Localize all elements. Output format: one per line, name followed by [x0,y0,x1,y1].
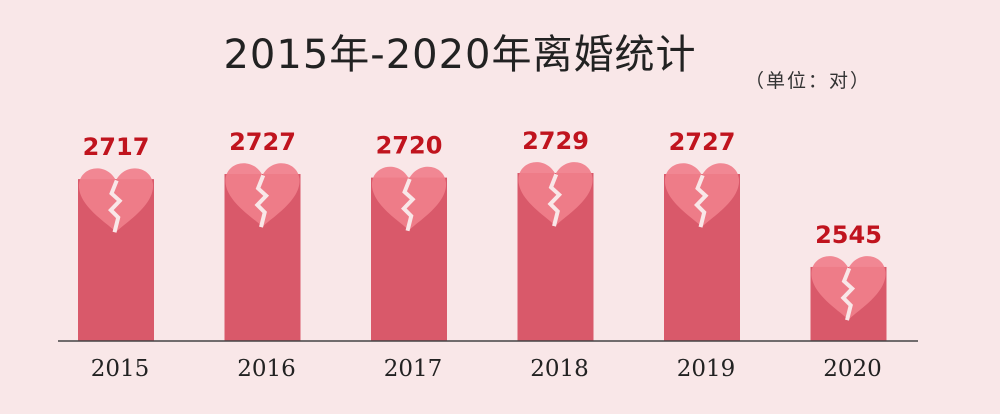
bar-group: 2729 2018 [517,127,594,382]
heart-crack-line [547,173,563,227]
broken-heart-icon [518,162,593,227]
x-tick-label: 2020 [823,356,882,382]
x-tick-label: 2016 [237,356,296,382]
value-label: 2727 [669,128,736,156]
broken-heart-icon [811,256,886,321]
x-tick-label: 2017 [384,356,443,382]
value-label: 2545 [815,221,882,249]
broken-heart-icon [225,163,300,228]
chart-title: 2015年-2020年离婚统计 [223,32,697,78]
broken-heart-icon [78,168,154,233]
heart-crack-line [401,178,416,232]
bar-group: 2545 2020 [810,221,887,382]
bar-group: 2720 2017 [371,132,447,382]
x-tick-label: 2015 [91,356,150,382]
broken-heart-icon [371,166,447,231]
value-label: 2729 [522,127,589,155]
heart-crack-line [840,267,856,321]
value-label: 2717 [83,133,150,161]
unit-label: （单位：对） [745,70,872,92]
value-label: 2720 [376,132,443,160]
heart-crack-line [108,179,123,233]
heart-crack-line [254,174,270,228]
bar-group: 2727 2016 [224,128,301,382]
value-label: 2727 [229,128,296,156]
broken-heart-icon [664,163,740,228]
bar-group: 2727 2019 [664,128,740,382]
x-tick-label: 2018 [530,356,589,382]
x-tick-label: 2019 [677,356,736,382]
heart-crack-line [694,174,709,228]
bar-group: 2717 2015 [78,133,154,382]
